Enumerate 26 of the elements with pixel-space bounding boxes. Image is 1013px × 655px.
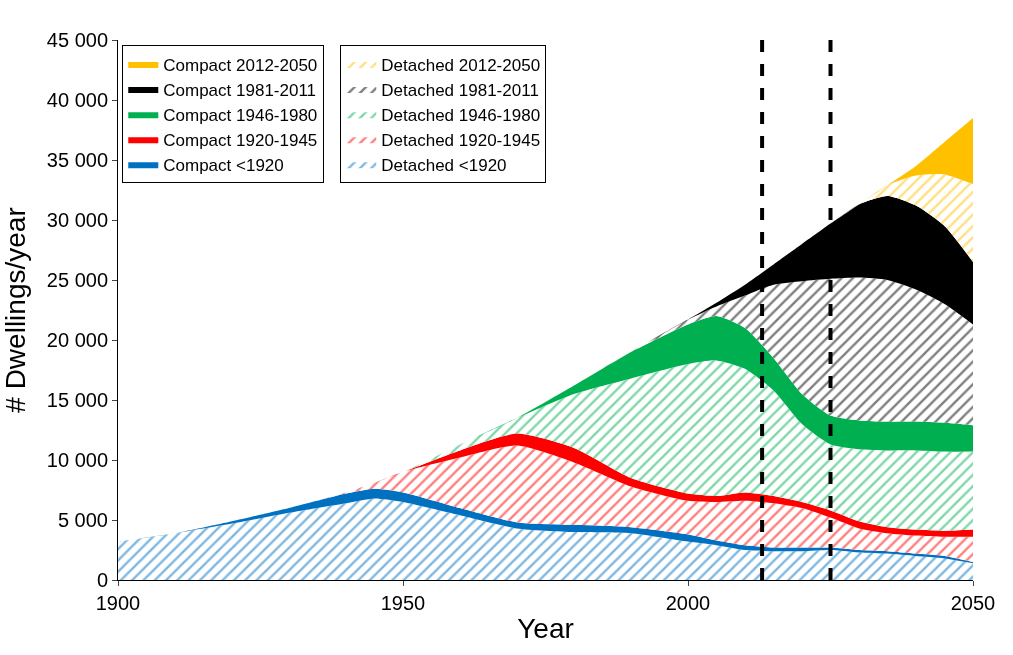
legend-label: Detached 1946-1980 bbox=[381, 105, 541, 125]
legend-label: Compact <1920 bbox=[163, 155, 284, 175]
legend-label: Compact 1920-1945 bbox=[163, 130, 318, 150]
y-tick-label: 0 bbox=[96, 569, 108, 591]
legend-label: Detached 2012-2050 bbox=[381, 55, 541, 75]
y-tick-label: 25 000 bbox=[46, 269, 108, 291]
y-tick-label: 15 000 bbox=[46, 389, 108, 411]
legend-label: Detached 1981-2011 bbox=[381, 80, 539, 100]
y-tick-label: 5 000 bbox=[57, 509, 108, 531]
x-tick-label: 2050 bbox=[950, 592, 996, 614]
legend-label: Detached 1920-1945 bbox=[381, 130, 541, 150]
y-axis-title: # Dwellings/year bbox=[0, 207, 31, 413]
y-tick-label: 20 000 bbox=[46, 329, 108, 351]
x-tick-label: 1950 bbox=[380, 592, 426, 614]
y-tick-label: 10 000 bbox=[46, 449, 108, 471]
x-tick-label: 2000 bbox=[665, 592, 711, 614]
legend-label: Compact 1946-1980 bbox=[163, 105, 318, 125]
legend-label: Detached <1920 bbox=[381, 155, 507, 175]
legend-label: Compact 2012-2050 bbox=[163, 55, 318, 75]
y-tick-label: 30 000 bbox=[46, 209, 108, 231]
y-tick-label: 45 000 bbox=[46, 29, 108, 51]
x-tick-label: 1900 bbox=[95, 592, 141, 614]
x-axis-title: Year bbox=[517, 613, 574, 645]
y-tick-label: 35 000 bbox=[46, 149, 108, 171]
y-tick-label: 40 000 bbox=[46, 89, 108, 111]
legend-label: Compact 1981-2011 bbox=[163, 80, 317, 100]
